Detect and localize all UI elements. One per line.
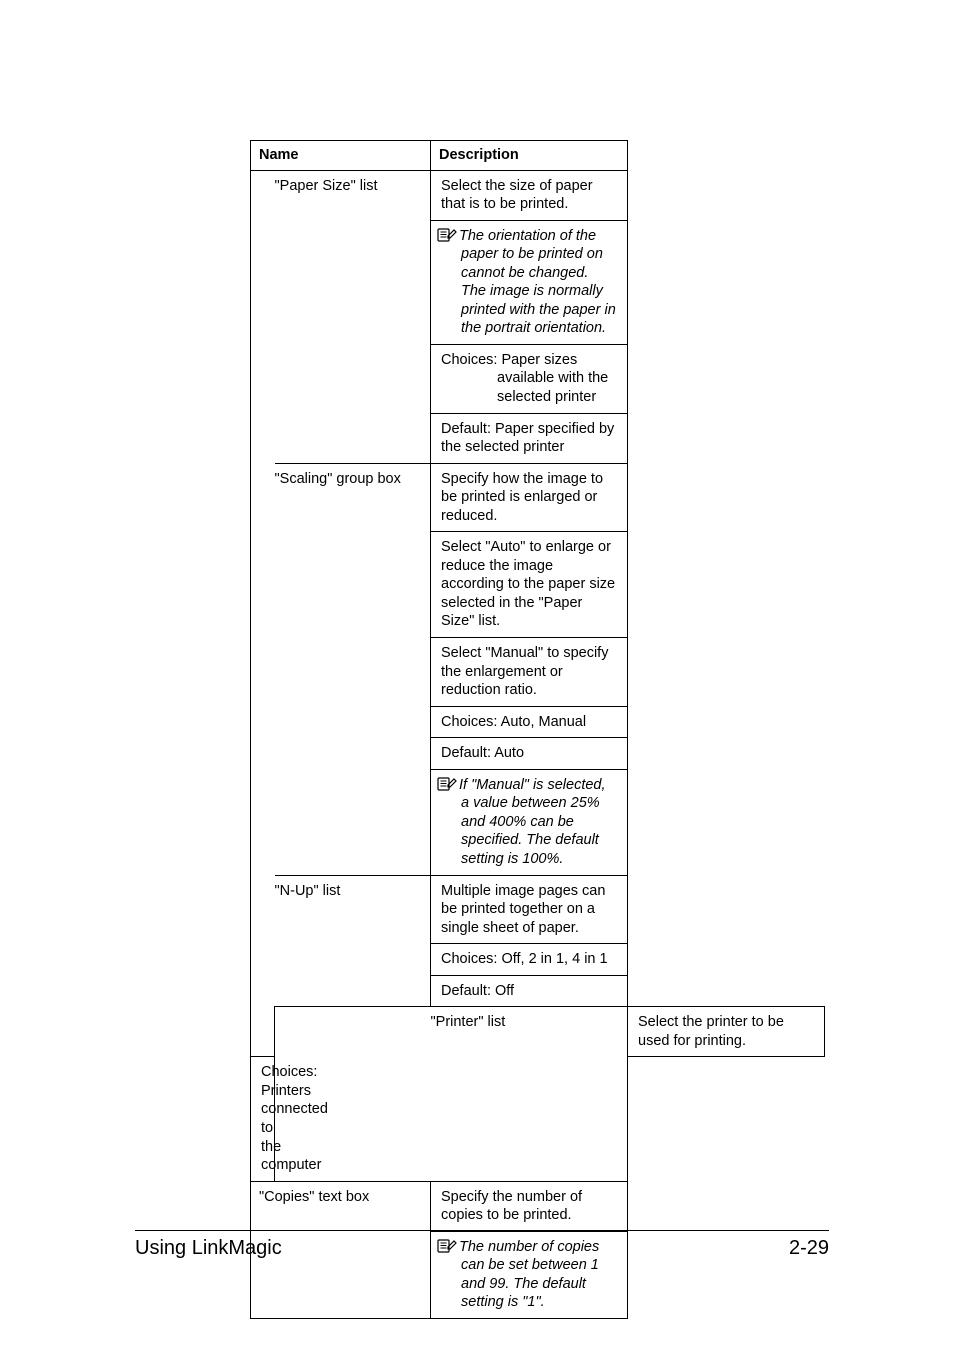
cell: Specify how the image to be printed is e… — [431, 463, 628, 532]
page-footer: Using LinkMagic 2-29 — [135, 1230, 829, 1260]
cell: Default: Off — [431, 975, 628, 1007]
table-row: "Copies" text box Specify the number of … — [251, 1181, 825, 1231]
cell: Specify the number of copies to be print… — [431, 1181, 628, 1231]
cell: Select "Auto" to enlarge or reduce the i… — [431, 532, 628, 638]
footer-title: Using LinkMagic — [135, 1237, 282, 1260]
header-desc: Description — [431, 141, 628, 171]
note-icon — [437, 777, 457, 791]
cell: Choices: Auto, Manual — [431, 706, 628, 738]
cell: Multiple image pages can be printed toge… — [431, 875, 628, 944]
cell: The orientation of the paper to be print… — [431, 220, 628, 344]
note-text: The orientation of the paper to be print… — [459, 228, 616, 337]
row-label: "Printer" list — [431, 1007, 628, 1181]
cell: If "Manual" is selected, a value between… — [431, 769, 628, 875]
cell: Default: Auto — [431, 738, 628, 770]
page: Name Description "Paper Size" list Selec… — [0, 0, 954, 1350]
footer-rule — [135, 1230, 829, 1231]
row-label: "Paper Size" list — [275, 170, 431, 463]
table-header-row: Name Description — [251, 141, 825, 171]
table-row: "N-Up" list Multiple image pages can be … — [251, 875, 825, 944]
cell: Select "Manual" to specify the enlargeme… — [431, 638, 628, 707]
cell: Select the size of paper that is to be p… — [431, 170, 628, 220]
row-label: "Scaling" group box — [275, 463, 431, 875]
cell: Select the printer to be used for printi… — [628, 1007, 825, 1057]
indent-stub — [251, 170, 275, 1057]
header-name: Name — [251, 141, 431, 171]
cell: Default: Paper specified by the selected… — [431, 413, 628, 463]
note-icon — [437, 228, 457, 242]
note-text: If "Manual" is selected, a value between… — [459, 777, 606, 867]
table-row: "Scaling" group box Specify how the imag… — [251, 463, 825, 532]
cell: Choices: Printers connected to the compu… — [251, 1057, 275, 1181]
footer-page-number: 2-29 — [789, 1237, 829, 1260]
cell: Choices: Off, 2 in 1, 4 in 1 — [431, 944, 628, 976]
table-row: "Paper Size" list Select the size of pap… — [251, 170, 825, 220]
cell: Choices: Paper sizes available with the … — [431, 344, 628, 413]
settings-table: Name Description "Paper Size" list Selec… — [250, 140, 825, 1319]
table-row: "Printer" list Select the printer to be … — [251, 1007, 825, 1057]
row-label: "N-Up" list — [275, 875, 431, 1007]
